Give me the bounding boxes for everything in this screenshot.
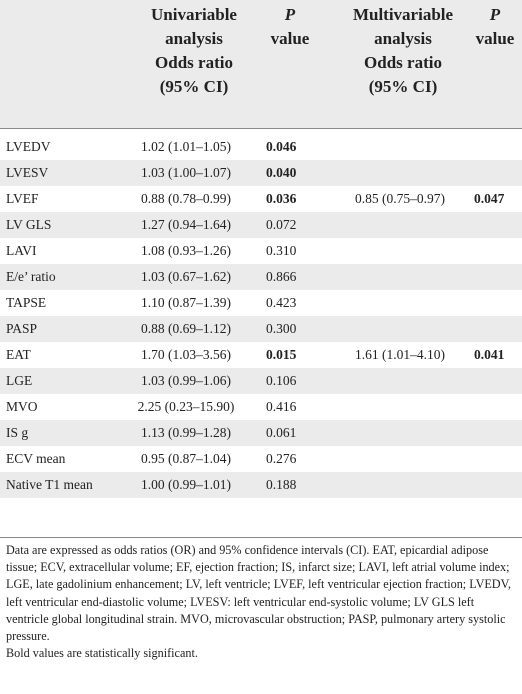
cell-variable: TAPSE [6, 295, 47, 310]
table-row: LVEDV 1.02 (1.01–1.05) 0.046 [0, 134, 522, 160]
table-row: LVEF 0.88 (0.78–0.99) 0.036 0.85 (0.75–0.97… [0, 186, 522, 212]
cell-univariable-p: 0.046 [266, 139, 297, 154]
header-value-word: value [475, 29, 515, 48]
header-multivariable: Multivariable analysis Odds ratio (95% C… [330, 3, 476, 99]
cell-variable: MVO [6, 399, 38, 414]
table-row: IS g 1.13 (0.99–1.28) 0.061 [0, 420, 522, 446]
header-multivariable-line: analysis [374, 29, 432, 48]
cell-univariable-p: 0.072 [266, 217, 297, 232]
cell-variable: LVESV [6, 165, 49, 180]
cell-multivariable-p: 0.047 [474, 191, 505, 206]
cell-multivariable-or: 1.61 (1.01–4.10) [355, 347, 445, 362]
cell-univariable-or: 1.03 (0.99–1.06) [141, 373, 231, 388]
cell-variable: E/e’ ratio [6, 269, 56, 284]
cell-variable: PASP [6, 321, 38, 336]
cell-univariable-p: 0.276 [266, 451, 297, 466]
header-divider [0, 128, 522, 129]
header-univariable-line: (95% CI) [159, 77, 229, 96]
table-row: E/e’ ratio 1.03 (0.67–1.62) 0.866 [0, 264, 522, 290]
cell-variable: IS g [6, 425, 29, 440]
cell-univariable-or: 2.25 (0.23–15.90) [137, 399, 235, 414]
footnote-bold-note: Bold values are statistically significan… [6, 646, 198, 661]
cell-univariable-p: 0.188 [266, 477, 297, 492]
table-body: LVEDV 1.02 (1.01–1.05) 0.046 LVESV 1.03 (1.0… [0, 134, 522, 498]
cell-univariable-or: 1.00 (0.99–1.01) [141, 477, 231, 492]
table-row: LV GLS 1.27 (0.94–1.64) 0.072 [0, 212, 522, 238]
cell-variable: LVEDV [6, 139, 51, 154]
cell-univariable-p: 0.416 [266, 399, 297, 414]
cell-univariable-p: 0.866 [266, 269, 297, 284]
cell-univariable-or: 1.13 (0.99–1.28) [141, 425, 231, 440]
table-row: LGE 1.03 (0.99–1.06) 0.106 [0, 368, 522, 394]
cell-univariable-or: 1.27 (0.94–1.64) [141, 217, 231, 232]
table-row: LAVI 1.08 (0.93–1.26) 0.310 [0, 238, 522, 264]
cell-variable: LVEF [6, 191, 39, 206]
cell-univariable-or: 0.88 (0.69–1.12) [141, 321, 231, 336]
table-footnote: Data are expressed as odds ratios (OR) a… [6, 542, 518, 662]
cell-univariable-or: 1.70 (1.03–3.56) [141, 347, 231, 362]
cell-univariable-or: 1.10 (0.87–1.39) [141, 295, 231, 310]
header-p-letter: P [284, 5, 296, 24]
table-header: Univariable analysis Odds ratio (95% CI)… [0, 0, 522, 128]
cell-univariable-p: 0.300 [266, 321, 297, 336]
cell-univariable-or: 1.02 (1.01–1.05) [141, 139, 231, 154]
cell-variable: LV GLS [6, 217, 52, 232]
cell-univariable-p: 0.040 [266, 165, 297, 180]
header-p-value-multivariable: P value [470, 3, 520, 51]
table-row: MVO 2.25 (0.23–15.90) 0.416 [0, 394, 522, 420]
header-univariable: Univariable analysis Odds ratio (95% CI) [118, 3, 270, 99]
table-row: ECV mean 0.95 (0.87–1.04) 0.276 [0, 446, 522, 472]
table-row: TAPSE 1.10 (0.87–1.39) 0.423 [0, 290, 522, 316]
table-row: EAT 1.70 (1.03–3.56) 0.015 1.61 (1.01–4.10)… [0, 342, 522, 368]
cell-univariable-p: 0.106 [266, 373, 297, 388]
cell-variable: Native T1 mean [6, 477, 93, 492]
cell-univariable-p: 0.423 [266, 295, 297, 310]
header-p-value-univariable: P value [266, 3, 314, 51]
table-row: Native T1 mean 1.00 (0.99–1.01) 0.188 [0, 472, 522, 498]
cell-multivariable-p: 0.041 [474, 347, 505, 362]
cell-univariable-or: 0.95 (0.87–1.04) [141, 451, 231, 466]
cell-univariable-or: 1.03 (1.00–1.07) [141, 165, 231, 180]
header-univariable-line: Odds ratio [155, 53, 233, 72]
cell-univariable-or: 1.03 (0.67–1.62) [141, 269, 231, 284]
cell-variable: LGE [6, 373, 33, 388]
cell-univariable-p: 0.036 [266, 191, 297, 206]
footnote-text: Data are expressed as odds ratios (OR) a… [6, 543, 511, 644]
header-multivariable-line: (95% CI) [368, 77, 438, 96]
cell-variable: ECV mean [6, 451, 66, 466]
cell-variable: EAT [6, 347, 31, 362]
cell-univariable-p: 0.061 [266, 425, 297, 440]
table-row: LVESV 1.03 (1.00–1.07) 0.040 [0, 160, 522, 186]
cell-multivariable-or: 0.85 (0.75–0.97) [355, 191, 445, 206]
cell-univariable-p: 0.015 [266, 347, 297, 362]
table-row: PASP 0.88 (0.69–1.12) 0.300 [0, 316, 522, 342]
table-bottom-divider [0, 537, 522, 538]
header-value-word: value [270, 29, 310, 48]
cell-univariable-or: 0.88 (0.78–0.99) [141, 191, 231, 206]
cell-univariable-p: 0.310 [266, 243, 297, 258]
cell-univariable-or: 1.08 (0.93–1.26) [141, 243, 231, 258]
header-multivariable-line: Odds ratio [364, 53, 442, 72]
cell-variable: LAVI [6, 243, 37, 258]
header-univariable-line: Univariable [151, 5, 237, 24]
header-univariable-line: analysis [165, 29, 223, 48]
header-p-letter: P [489, 5, 501, 24]
header-multivariable-line: Multivariable [352, 5, 454, 24]
